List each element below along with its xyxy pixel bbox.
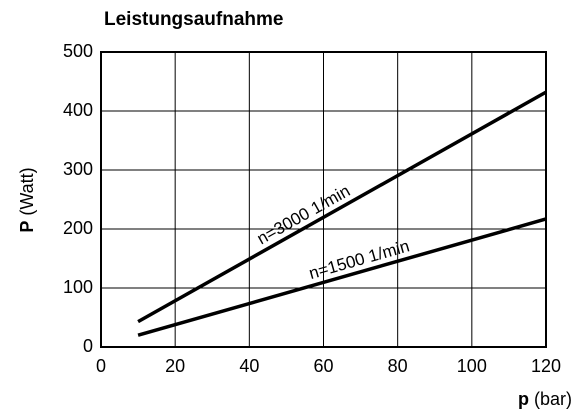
series-line [137, 217, 547, 337]
chart-title: Leistungsaufnahme [104, 9, 283, 30]
y-tick-label: 500 [63, 41, 93, 61]
y-tick-label: 300 [63, 159, 93, 179]
y-tick-label: 200 [63, 218, 93, 238]
x-tick-label: 40 [239, 356, 259, 376]
y-axis-symbol: P [17, 221, 37, 233]
y-axis-unit: (Watt) [17, 167, 37, 215]
series-label: n=1500 1/min [307, 236, 412, 283]
x-tick-label: 120 [531, 356, 561, 376]
x-tick-label: 100 [457, 356, 487, 376]
plot-frame [100, 51, 547, 348]
y-tick-label: 100 [63, 277, 93, 297]
series-label: n=3000 1/min [254, 181, 354, 248]
x-tick-label: 80 [388, 356, 408, 376]
x-axis-symbol: p [518, 389, 529, 409]
x-tick-label: 60 [313, 356, 333, 376]
series-line [137, 90, 547, 324]
y-tick-label: 0 [83, 336, 93, 356]
y-axis-label: P (Watt) [17, 167, 37, 232]
x-axis-label: p (bar) [518, 389, 572, 409]
x-axis-unit: (bar) [534, 389, 572, 409]
y-tick-label: 400 [63, 100, 93, 120]
x-tick-label: 20 [165, 356, 185, 376]
x-tick-label: 0 [96, 356, 106, 376]
